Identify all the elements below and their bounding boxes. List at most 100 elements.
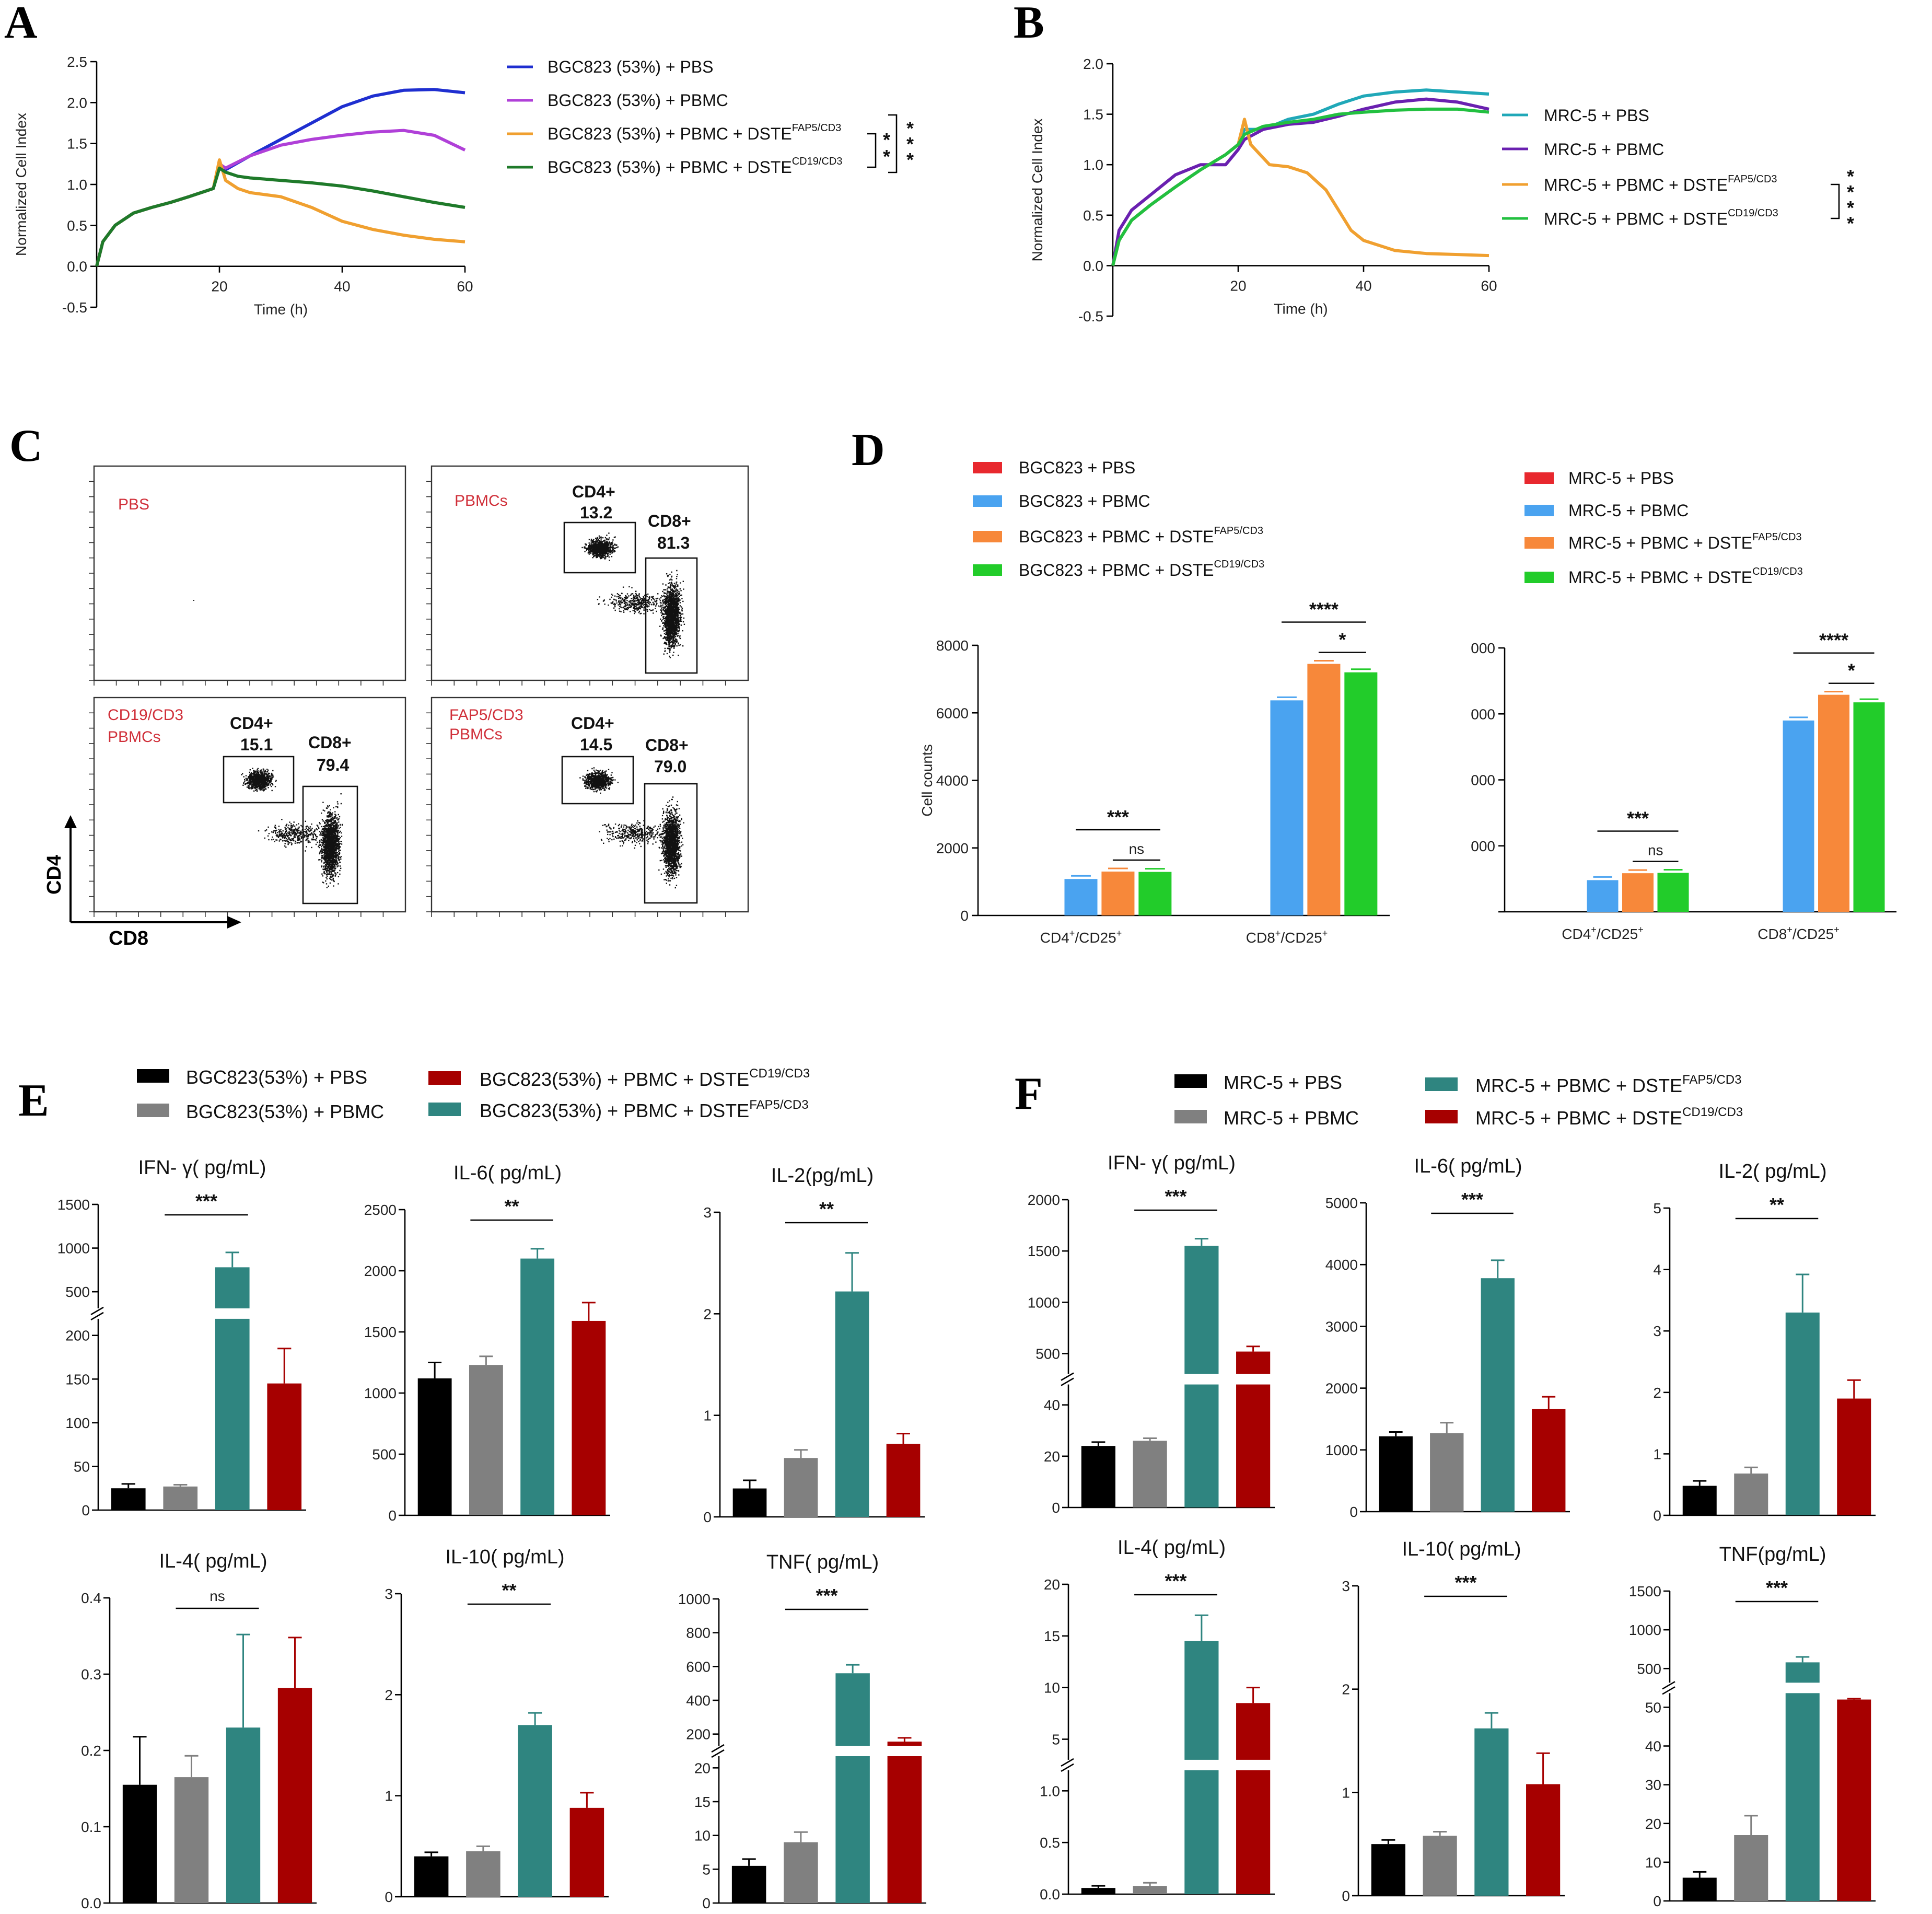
chart-e5-ytick: 3	[385, 1586, 393, 1602]
chart-f3-ytick: 4	[1653, 1262, 1661, 1278]
panel-a-legend: BGC823 (53%) + PBS BGC823 (53%) + PBMC B…	[507, 57, 914, 177]
chart-d1-bar-0-1	[1064, 879, 1098, 915]
panel-b-line-chart: -0.5 0.0 0.5 1.0 1.5 2.0 20 40 60 Time (h) Normali…	[1029, 56, 1497, 324]
sig-b-1: *	[1847, 166, 1854, 187]
chart-e5-bar-3	[569, 1807, 604, 1897]
chart-e4-bar-1	[174, 1777, 209, 1903]
chart-d1-ytick: 2000	[936, 840, 969, 856]
chart-b-xtick: 60	[1481, 277, 1497, 294]
chart-f6-sig: ***	[1766, 1577, 1788, 1598]
chart-d1-sig: *	[1339, 629, 1346, 651]
chart-e6-ytick: 5	[702, 1861, 711, 1877]
sig-b-4: *	[1847, 213, 1854, 234]
chart-b-ytick: -0.5	[1078, 308, 1103, 324]
chart-f6-title: TNF(pg/mL)	[1719, 1544, 1826, 1565]
chart-f2-ytick: 0	[1349, 1504, 1358, 1520]
chart-e1-ytick: 1500	[57, 1197, 90, 1213]
chart-f6-ytick: 1000	[1629, 1622, 1661, 1638]
chart-a-ylabel: Normalized Cell Index	[13, 113, 29, 256]
gate-cd4-label-2: CD4+	[230, 714, 273, 733]
chart-f4-ytick: 20	[1044, 1576, 1060, 1593]
legend-d2-3: MRC-5 + PBMC + DSTEFAP5/CD3	[1568, 531, 1802, 552]
gate-cd8-value-2: 79.4	[317, 756, 349, 774]
chart-d1-bar-0-3	[1138, 872, 1172, 915]
chart-f4-ytick: 15	[1044, 1628, 1060, 1644]
chart-d1-ytick: 8000	[936, 637, 969, 654]
chart-e5-ytick: 2	[385, 1687, 393, 1703]
chart-f3-ytick: 2	[1653, 1385, 1661, 1401]
panel-d-legend-2: MRC-5 + PBS MRC-5 + PBMC MRC-5 + PBMC + …	[1524, 469, 1803, 587]
legend-f-2: MRC-5 + PBMC	[1224, 1107, 1359, 1129]
legend-e-2: BGC823(53%) + PBMC	[186, 1101, 384, 1122]
chart-d1-ytick: 4000	[936, 773, 969, 789]
chart-b-ylabel: Normalized Cell Index	[1029, 119, 1045, 262]
flow-label-fap5-2: PBMCs	[449, 726, 503, 743]
chart-f3-ytick: 0	[1653, 1507, 1661, 1524]
chart-e5-bar-1	[466, 1851, 501, 1897]
chart-a-xtick: 20	[211, 279, 227, 295]
chart-d2-bar-0-3	[1657, 873, 1689, 912]
chart-f5-bar-2	[1474, 1728, 1509, 1896]
chart-f3-bar-3	[1837, 1398, 1871, 1515]
chart-f6-ytick: 500	[1637, 1661, 1661, 1677]
chart-d2-xtick: CD8+/CD25+	[1758, 924, 1839, 942]
chart-f3-bar-2	[1785, 1312, 1820, 1515]
gate-cd4-value-2: 15.1	[240, 735, 273, 754]
chart-e6-sig: ***	[816, 1585, 837, 1606]
chart-f4-ytick: 0.0	[1040, 1886, 1060, 1903]
chart-f6-bar-1	[1734, 1835, 1768, 1901]
chart-f4-ytick: 10	[1044, 1680, 1060, 1696]
panel-a-line-chart: -0.5 0.0 0.5 1.0 1.5 2.0 2.5 20 40 60 Time (h) Norm…	[13, 54, 473, 318]
gate-cd4-label: CD4+	[572, 482, 615, 501]
legend-a-3: BGC823 (53%) + PBMC + DSTEFAP5/CD3	[548, 122, 841, 143]
chart-d2-bar-1-2	[1818, 694, 1849, 912]
chart-b-xtick: 20	[1230, 277, 1246, 294]
chart-e2-ytick: 2500	[364, 1202, 397, 1218]
chart-b-ytick: 0.5	[1083, 207, 1103, 224]
legend-e-1: BGC823(53%) + PBS	[186, 1066, 367, 1088]
chart-f1-bar-0	[1081, 1446, 1115, 1507]
chart-e2-bar-2	[520, 1258, 555, 1515]
chart-d2-bar-0-2	[1622, 873, 1654, 912]
chart-e4-ytick: 0.2	[81, 1743, 101, 1759]
gate-cd8-value-3: 79.0	[654, 757, 686, 776]
axis-cd4: CD4	[43, 855, 65, 895]
chart-e4-ytick: 0.4	[81, 1590, 101, 1606]
gate-cd8-label: CD8+	[648, 512, 691, 530]
chart-e3-ytick: 3	[703, 1204, 712, 1221]
panel-e-legend: BGC823(53%) + PBS BGC823(53%) + PBMC BGC…	[137, 1066, 810, 1122]
chart-f2-bar-1	[1430, 1433, 1464, 1512]
chart-a-ytick: 2.0	[67, 95, 87, 111]
chart-e1-ytick: 100	[65, 1415, 90, 1431]
chart-e2-ytick: 1500	[364, 1324, 397, 1340]
chart-b-ytick: 0.0	[1083, 258, 1103, 274]
gate-cd4-value: 13.2	[580, 503, 612, 522]
chart-e1-bar-0	[111, 1488, 146, 1510]
chart-e6-ytick: 10	[694, 1828, 711, 1844]
chart-a-xlabel: Time (h)	[254, 301, 308, 318]
chart-e4-ytick: 0.0	[81, 1895, 101, 1911]
chart-e6-ytick: 1000	[678, 1591, 711, 1607]
sig-b-3: *	[1847, 197, 1854, 218]
chart-f2-ytick: 1000	[1325, 1442, 1358, 1458]
gate-cd4-2	[223, 756, 295, 804]
chart-e1-bar-3	[267, 1383, 302, 1510]
legend-a-1: BGC823 (53%) + PBS	[548, 57, 713, 76]
gate-cd4-3	[561, 756, 634, 805]
panel-d-bar-charts: 0 2000 4000 6000 8000 Cell counts CD4+/CD25+ CD…	[919, 599, 1896, 946]
legend-e-4: BGC823(53%) + PBMC + DSTEFAP5/CD3	[480, 1098, 809, 1121]
chart-d1-sig: ns	[1129, 841, 1145, 857]
legend-e-3: BGC823(53%) + PBMC + DSTECD19/CD3	[480, 1066, 810, 1090]
chart-f1-bar-1	[1133, 1441, 1167, 1507]
chart-e6-ytick: 0	[702, 1895, 711, 1911]
chart-e6-ytick: 400	[686, 1692, 711, 1709]
chart-f6-bar-0	[1682, 1877, 1717, 1901]
chart-e4-sig: ns	[210, 1588, 225, 1604]
panel-letter-a: A	[4, 0, 38, 48]
chart-b-ytick: 2.0	[1083, 56, 1103, 72]
chart-b-series-4	[1111, 107, 1489, 266]
chart-a-ytick: 1.5	[67, 136, 87, 152]
chart-e6-ytick: 200	[686, 1726, 711, 1743]
chart-f1-ytick: 40	[1044, 1397, 1060, 1413]
chart-f3-bar-0	[1682, 1486, 1717, 1515]
